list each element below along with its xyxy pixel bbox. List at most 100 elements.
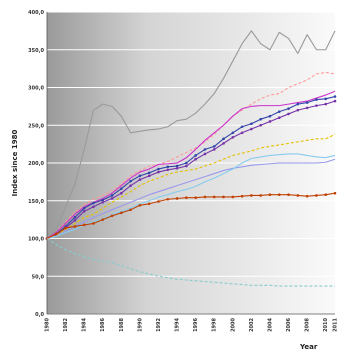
x-tick-label: 2002 xyxy=(249,317,255,331)
series-point-9 xyxy=(305,194,309,198)
series-point-5 xyxy=(324,102,328,106)
series-point-4 xyxy=(110,194,114,197)
series-line-10 xyxy=(46,238,335,287)
series-point-9 xyxy=(82,223,86,227)
series-point-4 xyxy=(185,161,188,165)
series-point-4 xyxy=(175,164,179,168)
series-point-4 xyxy=(231,131,235,135)
series-point-4 xyxy=(324,97,328,101)
series-point-4 xyxy=(315,98,318,101)
series-point-9 xyxy=(166,197,170,201)
x-tick-label: 2008 xyxy=(305,317,311,331)
series-line-9 xyxy=(46,192,336,239)
series-point-5 xyxy=(120,191,123,195)
y-tick-label: 150,0 xyxy=(28,199,44,205)
series-point-4 xyxy=(240,125,244,129)
series-point-5 xyxy=(277,116,281,119)
series-line-5 xyxy=(46,100,336,240)
series-point-9 xyxy=(120,211,123,215)
series-point-4 xyxy=(222,137,225,141)
series-point-4 xyxy=(268,114,272,118)
series-point-5 xyxy=(194,157,197,161)
x-tick-label: 2000 xyxy=(230,317,236,331)
series-point-4 xyxy=(166,165,170,169)
series-point-4 xyxy=(287,107,290,110)
series-point-4 xyxy=(203,148,207,151)
series-point-9 xyxy=(110,214,114,218)
y-tick-label: 200,0 xyxy=(28,161,44,167)
x-tick-label: 1986 xyxy=(100,317,106,331)
series-point-4 xyxy=(296,102,300,106)
x-tick-label: 1982 xyxy=(63,317,69,331)
y-tick-label: 100,0 xyxy=(28,237,44,243)
series-point-9 xyxy=(333,191,337,195)
series-point-9 xyxy=(175,197,179,200)
series-line-2 xyxy=(46,71,336,239)
series-point-5 xyxy=(101,200,105,204)
series-point-5 xyxy=(138,178,142,181)
x-tick-label: 1992 xyxy=(156,317,162,331)
series-point-5 xyxy=(147,174,151,178)
series-point-5 xyxy=(92,205,95,209)
x-tick-label: 2010 xyxy=(323,317,329,331)
series-point-5 xyxy=(222,142,225,145)
series-point-4 xyxy=(120,187,123,190)
series-line-4 xyxy=(46,96,336,239)
x-tick-label: 1984 xyxy=(82,317,88,331)
series-point-4 xyxy=(157,167,160,171)
series-point-9 xyxy=(101,218,105,221)
series-point-9 xyxy=(129,208,132,212)
x-tick-label: 2004 xyxy=(267,317,273,331)
series-point-9 xyxy=(296,194,300,197)
x-axis-title: Year xyxy=(299,343,318,351)
series-point-4 xyxy=(138,174,142,178)
x-tick-labels: 1980 1982 1984 1986 1988 1990 1992 1994 1996 1998… xyxy=(45,317,339,331)
x-tick-label: 2006 xyxy=(286,317,292,331)
series-point-5 xyxy=(175,166,179,170)
series-point-9 xyxy=(54,232,58,236)
series-point-5 xyxy=(296,108,300,112)
series-point-4 xyxy=(194,154,197,157)
series-point-4 xyxy=(92,201,95,205)
series-point-9 xyxy=(240,194,244,198)
series-point-5 xyxy=(73,219,77,222)
series-group xyxy=(45,30,337,287)
series-point-4 xyxy=(82,207,86,210)
y-tick-labels: 0,0 50,0 100,0 150,0 200,0 250,0 300,0 350,0 400… xyxy=(28,10,44,318)
series-point-4 xyxy=(129,179,132,183)
series-point-9 xyxy=(287,193,290,197)
series-point-9 xyxy=(268,193,272,197)
series-point-5 xyxy=(185,164,188,168)
series-line-7 xyxy=(46,158,336,240)
series-point-5 xyxy=(166,168,170,172)
series-point-9 xyxy=(212,195,216,199)
series-line-3 xyxy=(46,90,336,239)
x-tick-label: 1990 xyxy=(137,317,143,331)
series-point-5 xyxy=(212,148,216,151)
series-point-4 xyxy=(259,117,262,121)
series-point-9 xyxy=(222,195,225,199)
series-point-9 xyxy=(277,193,281,197)
y-axis-title: Index since 1980 xyxy=(11,130,19,197)
series-point-4 xyxy=(333,95,337,98)
series-point-5 xyxy=(315,104,318,107)
series-point-9 xyxy=(64,226,67,230)
grid-lines xyxy=(46,11,335,315)
series-point-5 xyxy=(240,131,244,135)
series-point-4 xyxy=(277,110,281,113)
series-point-5 xyxy=(305,106,309,110)
series-point-9 xyxy=(231,195,235,199)
series-point-9 xyxy=(92,222,95,225)
y-tick-label: 300,0 xyxy=(28,86,44,92)
series-line-8 xyxy=(46,153,336,240)
y-tick-label: 350,0 xyxy=(28,48,44,54)
series-point-5 xyxy=(287,112,290,116)
series-point-5 xyxy=(231,136,235,139)
x-tick-label: 1988 xyxy=(119,317,125,331)
series-line-6 xyxy=(46,133,336,240)
series-point-4 xyxy=(250,122,253,126)
series-point-4 xyxy=(305,101,309,104)
y-tick-label: 50,0 xyxy=(32,274,45,280)
